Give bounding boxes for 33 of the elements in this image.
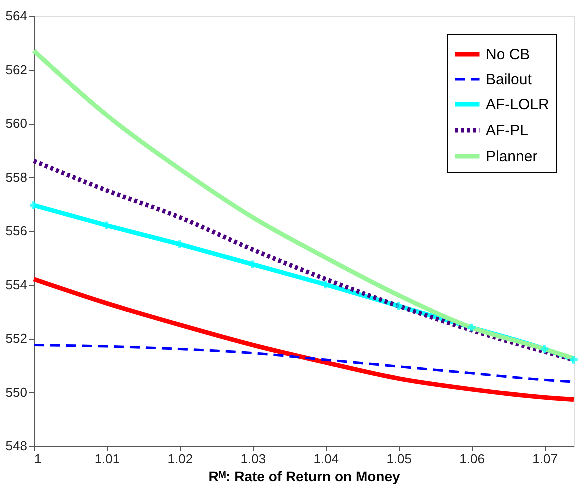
y-tick-label: 550 [6, 384, 28, 400]
line-series [32, 277, 576, 402]
x-tick-label: 1.01 [94, 452, 120, 466]
y-tick-label: 564 [6, 8, 28, 24]
x-tick-label: 1 [34, 452, 42, 466]
point [103, 222, 111, 230]
x-tick-label: 1.06 [460, 452, 485, 466]
y-tick-label: 548 [6, 438, 28, 454]
legend-label: Bailout [486, 72, 533, 88]
point [468, 324, 476, 332]
y-tick-label: 552 [6, 331, 28, 346]
legend-label: AF-PL [486, 122, 529, 140]
y-tick-label: 556 [6, 224, 28, 238]
x-axis-title: Rᴹ: Rate of Return on Money [208, 468, 400, 484]
y-tick-label: 558 [6, 170, 28, 185]
legend-label: Planner [486, 148, 538, 166]
y-tick-label: 554 [6, 277, 28, 292]
point [322, 280, 330, 289]
point [249, 260, 257, 268]
point [540, 345, 549, 354]
x-tick-label: 1.07 [532, 452, 558, 466]
point [570, 356, 578, 364]
legend-label: No CB [486, 46, 530, 64]
point [394, 302, 403, 310]
x-tick-label: 1.04 [314, 452, 340, 466]
y-tick-label: 562 [6, 62, 28, 78]
legend-label: AF-LOLR [486, 96, 550, 114]
y-tick-label: 560 [6, 116, 28, 131]
point [30, 202, 38, 210]
point [176, 240, 184, 248]
x-tick-label: 1.05 [386, 452, 412, 466]
x-tick-label: 1.03 [240, 452, 266, 466]
x-tick-label: 1.02 [168, 452, 194, 466]
